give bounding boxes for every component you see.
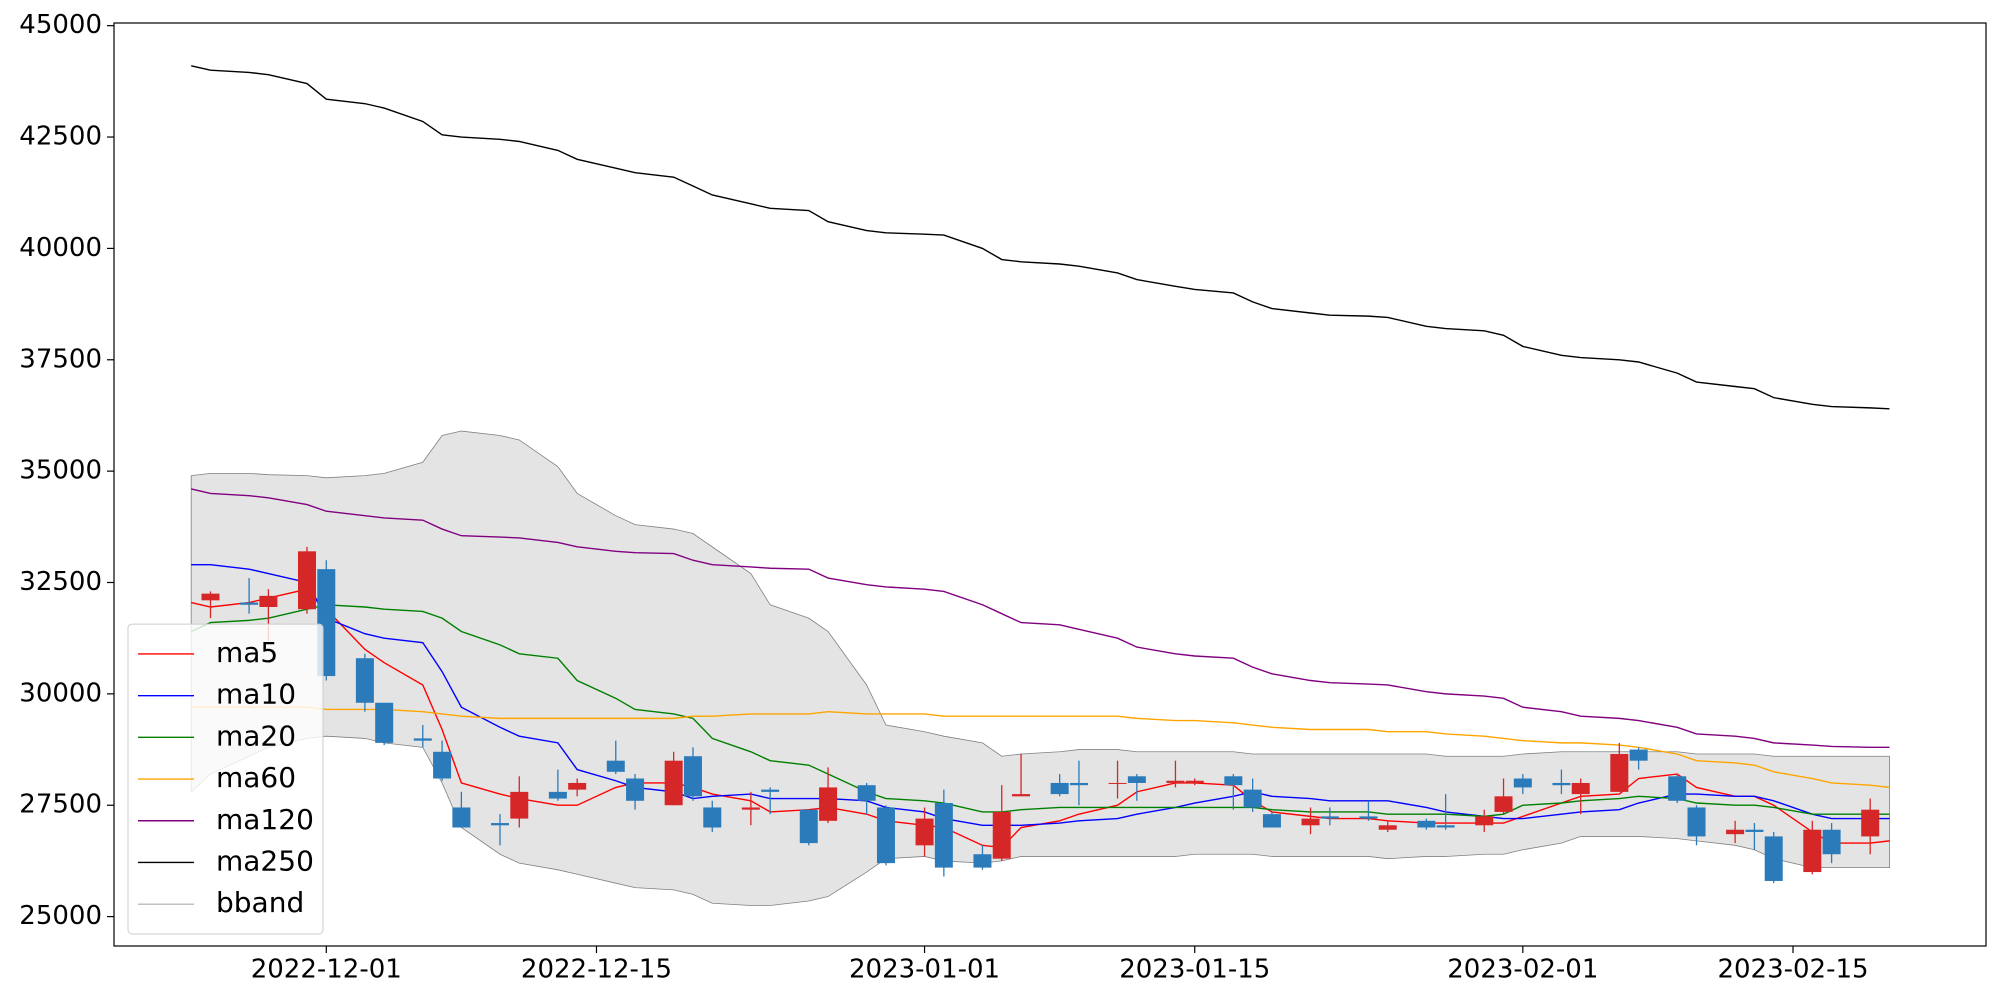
candle-body <box>1166 780 1185 783</box>
candle-body <box>375 702 394 743</box>
candle-body <box>799 809 818 844</box>
candle-body <box>433 751 452 779</box>
plot-frame <box>113 22 1987 947</box>
x-tick-label: 2023-02-15 <box>1717 955 1868 985</box>
candle-body <box>1513 778 1532 788</box>
x-tick-label: 2022-12-01 <box>251 955 402 985</box>
y-tick-label: 30000 <box>19 678 102 708</box>
candle-body <box>490 823 509 826</box>
candle-body <box>857 785 876 801</box>
legend-label: ma20 <box>216 719 296 752</box>
x-tick-label: 2023-01-15 <box>1119 955 1270 985</box>
candle-body <box>1359 816 1378 819</box>
candle-body <box>297 551 316 610</box>
ma-line <box>190 604 1890 818</box>
candle-body <box>1320 816 1339 819</box>
candle-body <box>1378 825 1397 830</box>
candle-body <box>934 803 953 868</box>
candle-body <box>452 807 471 828</box>
x-tick-label: 2022-12-15 <box>521 955 672 985</box>
legend: ma5 ma10 ma20 ma60 ma120 ma250 bband <box>127 623 324 935</box>
candle-body <box>606 760 625 772</box>
x-tick-label: 2023-01-01 <box>849 955 1000 985</box>
candle-body <box>1012 794 1031 797</box>
candle-body <box>1571 782 1590 795</box>
candle-body <box>1224 776 1243 786</box>
legend-label: ma250 <box>216 844 314 877</box>
candle-body <box>510 791 529 819</box>
candle-body <box>819 787 838 821</box>
ma-line <box>191 488 1890 749</box>
ma-line <box>191 706 1890 789</box>
y-tick-label: 40000 <box>19 233 102 263</box>
legend-label: ma60 <box>216 761 296 794</box>
candle-body <box>548 791 567 799</box>
legend-label: bband <box>216 886 304 919</box>
candle-body <box>1185 780 1204 783</box>
candle-body <box>1745 829 1764 832</box>
candle-body <box>1668 776 1687 801</box>
candle-body <box>1822 829 1841 855</box>
legend-label: ma120 <box>216 803 314 836</box>
candle-body <box>355 658 374 703</box>
legend-label: ma10 <box>216 678 296 711</box>
candle-body <box>703 807 722 828</box>
candle-body <box>1262 814 1281 828</box>
x-tick-label: 2023-02-01 <box>1447 955 1598 985</box>
ma-line <box>191 65 1890 410</box>
candle-body <box>1436 825 1455 828</box>
candle-body <box>664 760 683 806</box>
candle-body <box>568 782 587 790</box>
candle-body <box>1301 818 1320 826</box>
candle-body <box>1764 836 1783 881</box>
candle-body <box>741 807 760 810</box>
candle-body <box>1687 807 1706 837</box>
candle-body <box>761 789 780 792</box>
y-tick-label: 42500 <box>19 122 102 152</box>
y-tick-label: 37500 <box>19 344 102 374</box>
candle-body <box>915 818 934 846</box>
candle-body <box>1629 749 1648 761</box>
legend-label: ma5 <box>216 636 278 669</box>
candle-body <box>683 756 702 797</box>
candle-body <box>259 595 278 608</box>
candle-body <box>1127 776 1146 783</box>
candle-body <box>1475 816 1494 826</box>
candle-body <box>1803 829 1822 873</box>
candle-body <box>413 738 432 741</box>
y-tick-label: 35000 <box>19 456 102 486</box>
candle-body <box>876 807 895 864</box>
y-tick-label: 27500 <box>19 790 102 820</box>
candle-body <box>1861 809 1880 837</box>
candle-body <box>201 593 220 601</box>
candle-body <box>992 811 1011 859</box>
candle-body <box>626 778 645 801</box>
candle-body <box>1069 782 1088 786</box>
candle-body <box>1552 782 1571 786</box>
candle-body <box>1050 782 1069 795</box>
y-tick-label: 45000 <box>19 10 102 40</box>
candle-body <box>1494 796 1513 812</box>
candle-body <box>1610 754 1629 792</box>
candle-body <box>1108 782 1127 784</box>
y-tick-label: 32500 <box>19 567 102 597</box>
candle-body <box>1243 789 1262 808</box>
ma-line <box>191 563 1890 826</box>
candle-body <box>1726 829 1745 835</box>
candle-body <box>1417 820 1436 828</box>
candle-body <box>973 854 992 868</box>
candle-body <box>240 602 259 605</box>
legend-box <box>127 623 324 935</box>
y-tick-label: 25000 <box>19 901 102 931</box>
